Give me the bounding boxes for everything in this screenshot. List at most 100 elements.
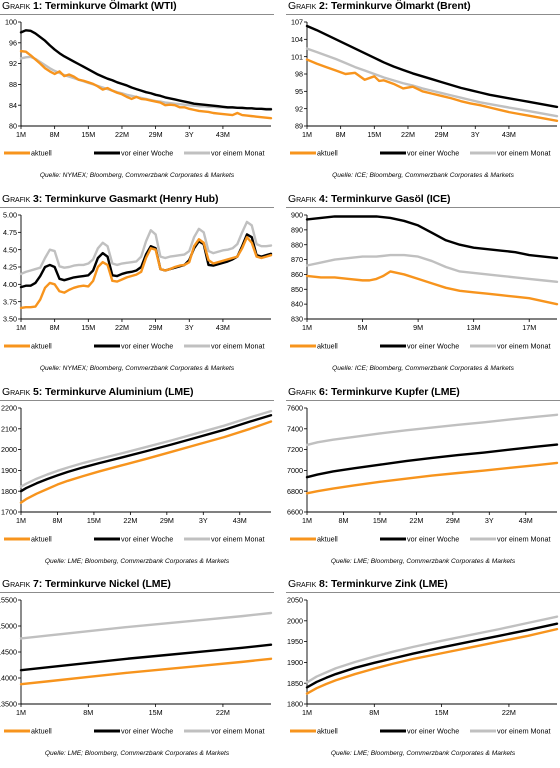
- y-tick-label: 1850: [287, 679, 303, 688]
- chart-panel-wti: Grafik 1: Terminkurve Ölmarkt (WTI) Quell…: [0, 0, 274, 190]
- chart-title: Grafik 1: Terminkurve Ölmarkt (WTI): [2, 0, 177, 12]
- y-tick-label: 100: [5, 18, 17, 27]
- x-tick-label: 22M: [123, 516, 137, 525]
- x-tick-label: 43M: [216, 323, 230, 332]
- series-line-vor-einer-woche: [305, 622, 559, 689]
- chart-title-text: Terminkurve Gasöl (ICE): [330, 193, 451, 205]
- series-line-vor-einer-woche: [19, 233, 273, 289]
- source-label: Quelle:: [330, 558, 352, 565]
- y-tick-label: 96: [9, 38, 17, 47]
- y-tick-label: 1900: [1, 466, 17, 475]
- x-tick-label: 22M: [502, 708, 516, 717]
- series-line-vor-einem-monat: [305, 413, 559, 447]
- y-tick-label: 7200: [287, 445, 303, 454]
- x-tick-label: 8M: [336, 130, 346, 139]
- y-tick-label: 5.00: [3, 211, 17, 220]
- grafik-label: Grafik: [2, 578, 31, 590]
- y-tick-label: 7400: [287, 424, 303, 433]
- x-tick-label: 22M: [216, 708, 230, 717]
- x-tick-label: 15M: [367, 130, 381, 139]
- x-tick-label: 43M: [502, 130, 516, 139]
- chart-panel-nickel: Grafik 7: Terminkurve Nickel (LME) Quelle…: [0, 578, 274, 768]
- x-tick-label: 8M: [369, 708, 379, 717]
- chart-source: Quelle: NYMEX; Bloomberg, Commerzbank Co…: [0, 172, 274, 179]
- x-tick-label: 3Y: [199, 516, 208, 525]
- y-tick-label: 1800: [1, 487, 17, 496]
- y-tick-label: 2200: [1, 404, 17, 413]
- x-tick-label: 13M: [467, 323, 481, 332]
- x-tick-label: 29M: [435, 130, 449, 139]
- chart-source: Quelle: NYMEX; Bloomberg, Commerzbank Co…: [0, 365, 274, 372]
- chart-number: 5:: [33, 386, 43, 398]
- chart-number: 6:: [319, 386, 329, 398]
- y-tick-label: 14500: [0, 648, 17, 657]
- y-tick-label: 15000: [0, 622, 17, 631]
- series-line-vor-einer-woche: [305, 443, 559, 479]
- y-tick-label: 2000: [1, 445, 17, 454]
- source-text: NYMEX; Bloomberg, Commerzbank Corporates…: [62, 365, 235, 372]
- y-tick-label: 850: [291, 285, 303, 294]
- source-label: Quelle:: [332, 365, 353, 372]
- legend-label: aktuell: [317, 149, 338, 158]
- y-tick-label: 840: [291, 300, 303, 309]
- y-tick-label: 860: [291, 270, 303, 279]
- series-line-aktuell: [305, 627, 559, 695]
- x-tick-label: 43M: [216, 130, 230, 139]
- y-tick-label: 1700: [1, 508, 17, 517]
- x-tick-label: 1M: [302, 323, 312, 332]
- chart-title: Grafik 8: Terminkurve Zink (LME): [288, 578, 448, 590]
- source-text: LME; Bloomberg, Commerzbank Corporates &…: [67, 750, 230, 757]
- source-text: NYMEX; Bloomberg, Commerzbank Corporates…: [62, 172, 235, 179]
- x-tick-label: 1M: [16, 708, 26, 717]
- y-tick-label: 98: [295, 70, 303, 79]
- chart-title-text: Terminkurve Nickel (LME): [44, 578, 171, 590]
- x-tick-label: 8M: [83, 708, 93, 717]
- series-line-aktuell: [19, 420, 273, 504]
- y-tick-label: 900: [291, 211, 303, 220]
- title-rule: [0, 400, 274, 401]
- series-line-vor-einem-monat: [19, 220, 273, 276]
- chart-source: Quelle: LME; Bloomberg, Commerzbank Corp…: [0, 558, 274, 565]
- grafik-label: Grafik: [288, 193, 317, 205]
- y-tick-label: 88: [9, 80, 17, 89]
- chart-title: Grafik 6: Terminkurve Kupfer (LME): [288, 386, 460, 398]
- legend-label: aktuell: [317, 727, 338, 736]
- chart-svg: 80 84 88 92 96 100 1M 8M 15M 22M 29M 3Y 43M aktuell vo…: [4, 18, 273, 158]
- y-tick-label: 2100: [1, 424, 17, 433]
- series-line-vor-einer-woche: [19, 29, 273, 111]
- chart-svg: 6600 6800 7000 7200 7400 7600 1M 8M 15M 22M 29M 3Y 4…: [287, 404, 559, 544]
- chart-source: Quelle: LME; Bloomberg, Commerzbank Corp…: [286, 750, 560, 757]
- y-tick-label: 4.25: [3, 263, 17, 272]
- x-tick-label: 1M: [302, 708, 312, 717]
- y-tick-label: 1900: [287, 658, 303, 667]
- legend-label: vor einem Monat: [211, 149, 265, 158]
- y-tick-label: 870: [291, 255, 303, 264]
- y-tick-label: 92: [9, 59, 17, 68]
- x-tick-label: 29M: [160, 516, 174, 525]
- chart-panel-henry-hub: Grafik 3: Terminkurve Gasmarkt (Henry Hu…: [0, 193, 274, 383]
- x-tick-label: 3Y: [471, 130, 480, 139]
- legend-label: vor einer Woche: [407, 535, 459, 544]
- x-tick-label: 43M: [519, 516, 533, 525]
- source-text: ICE; Bloomberg, Commerzbank Corporates &…: [354, 365, 514, 372]
- chart-title-text: Terminkurve Aluminium (LME): [44, 386, 194, 398]
- chart-title-text: Terminkurve Gasmarkt (Henry Hub): [44, 193, 219, 205]
- y-tick-label: 14000: [0, 674, 17, 683]
- y-tick-label: 1950: [287, 637, 303, 646]
- chart-title-text: Terminkurve Zink (LME): [330, 578, 448, 590]
- chart-source: Quelle: LME; Bloomberg, Commerzbank Corp…: [286, 558, 560, 565]
- chart-svg: 13500 14000 14500 15000 15500 1M 8M 15M 22M aktue…: [0, 596, 273, 736]
- x-tick-label: 1M: [16, 516, 26, 525]
- y-tick-label: 3.75: [3, 297, 17, 306]
- x-tick-label: 15M: [435, 708, 449, 717]
- chart-title: Grafik 4: Terminkurve Gasöl (ICE): [288, 193, 451, 205]
- y-tick-label: 89: [295, 122, 303, 131]
- title-rule: [0, 207, 274, 208]
- legend-label: vor einer Woche: [407, 342, 459, 351]
- series-line-vor-einem-monat: [19, 611, 273, 640]
- series-line-vor-einem-monat: [19, 409, 273, 488]
- title-rule: [0, 592, 274, 593]
- x-tick-label: 1M: [16, 130, 26, 139]
- legend-label: vor einem Monat: [211, 727, 265, 736]
- x-tick-label: 5M: [358, 323, 368, 332]
